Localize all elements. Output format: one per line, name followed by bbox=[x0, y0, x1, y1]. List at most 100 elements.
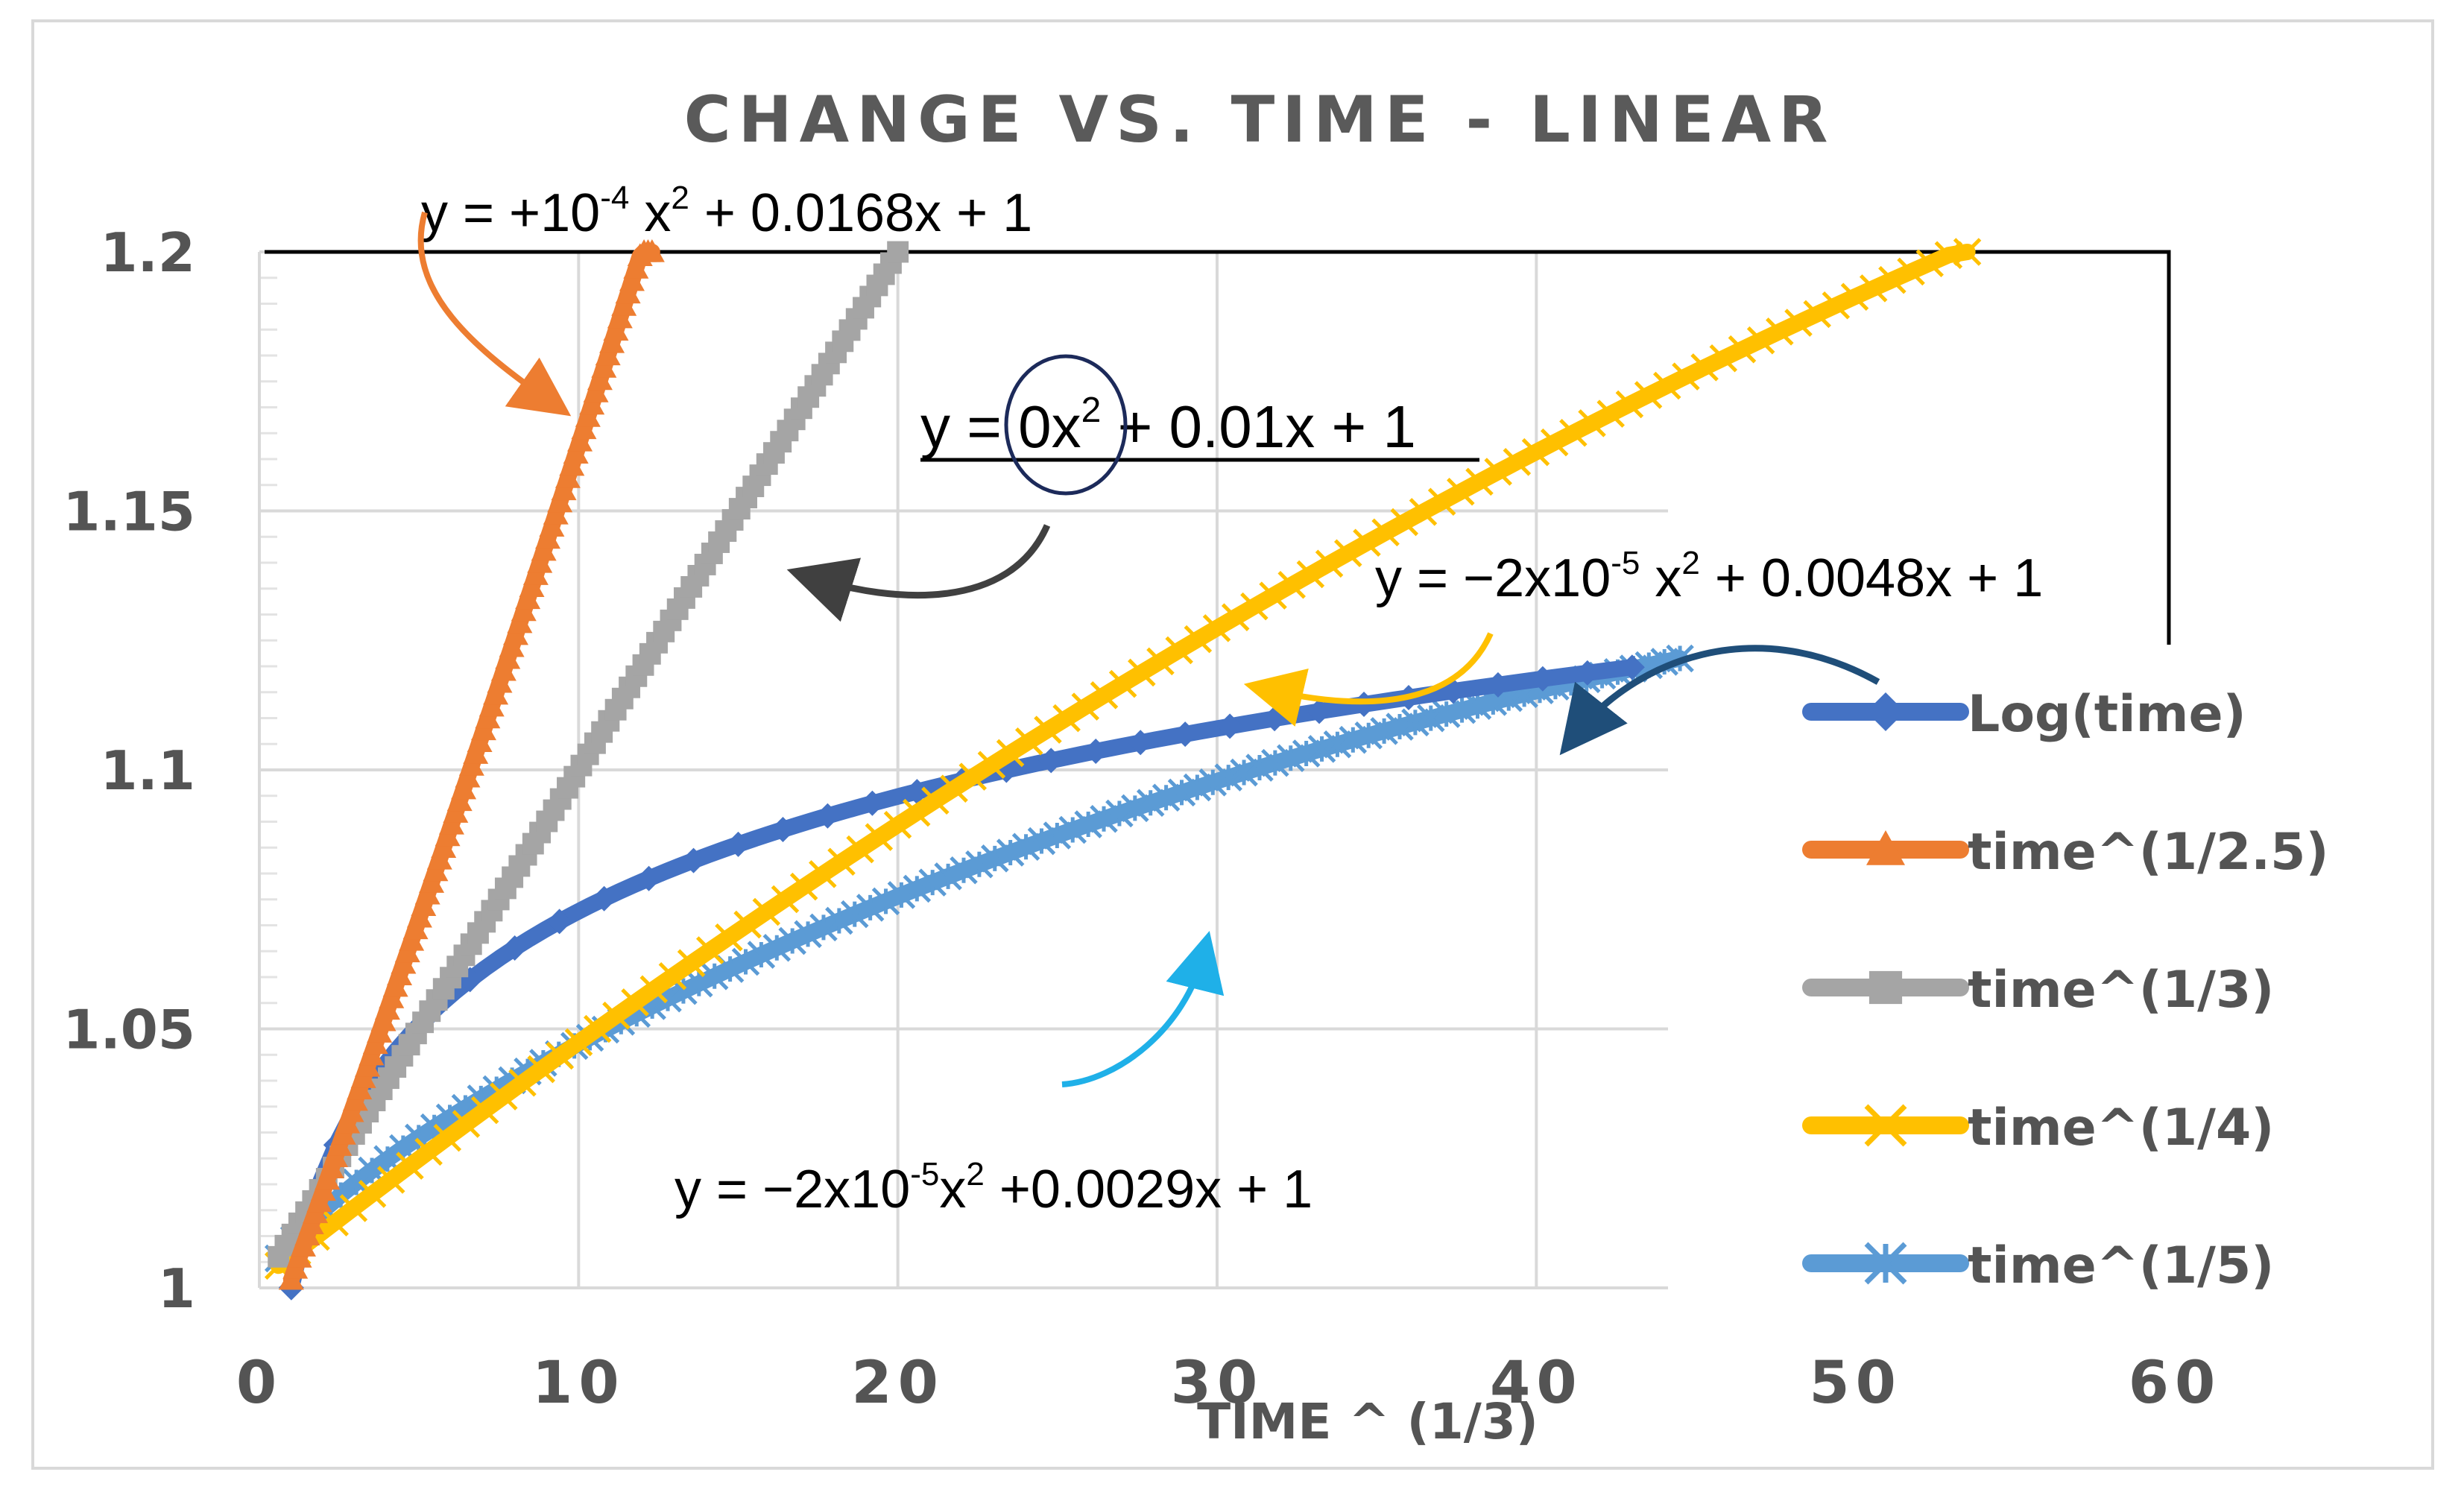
data-point bbox=[1746, 326, 1775, 355]
legend-marker bbox=[1866, 830, 1905, 865]
data-point bbox=[1427, 487, 1456, 516]
legend-item: time^(1/3) bbox=[1802, 961, 2274, 1020]
data-point bbox=[1307, 698, 1333, 724]
data-point bbox=[571, 416, 597, 440]
data-point bbox=[563, 440, 589, 464]
data-point bbox=[1371, 518, 1400, 547]
data-point bbox=[1784, 309, 1813, 337]
data-point bbox=[918, 868, 947, 897]
data-point bbox=[406, 904, 432, 928]
legend-item: time^(1/5) bbox=[1802, 1236, 2274, 1295]
data-point bbox=[1217, 713, 1243, 739]
data-point bbox=[1370, 717, 1398, 745]
data-point bbox=[1390, 508, 1419, 537]
data-point bbox=[1463, 692, 1492, 720]
data-point bbox=[685, 969, 713, 998]
data-point bbox=[435, 823, 461, 847]
data-point bbox=[1878, 265, 1907, 294]
data-point bbox=[1432, 700, 1461, 728]
data-point bbox=[320, 1208, 349, 1236]
data-point bbox=[583, 379, 609, 402]
data-point bbox=[840, 900, 869, 929]
data-point bbox=[619, 268, 645, 291]
legend-marker bbox=[1864, 1104, 1907, 1147]
data-point bbox=[1401, 708, 1430, 737]
legend: Log(time) time^(1/2.5) time^(1/3) time^(1/4… bbox=[1802, 685, 2329, 1295]
data-point bbox=[1052, 704, 1081, 733]
data-point bbox=[859, 790, 885, 816]
data-point bbox=[1214, 763, 1242, 792]
data-point bbox=[564, 1028, 593, 1057]
data-point bbox=[1409, 498, 1438, 526]
data-point bbox=[579, 391, 605, 415]
data-point bbox=[387, 962, 413, 985]
data-point bbox=[374, 996, 400, 1020]
data-point bbox=[546, 909, 572, 935]
data-point bbox=[1766, 317, 1794, 346]
data-point bbox=[846, 835, 874, 864]
data-point bbox=[883, 810, 912, 839]
data-point bbox=[559, 452, 585, 476]
data-point bbox=[1221, 603, 1250, 631]
data-point bbox=[871, 887, 900, 916]
eq-orange-base: y = +10 bbox=[421, 183, 600, 243]
eq-lightblue-mid: x bbox=[939, 1160, 966, 1219]
data-point bbox=[680, 847, 707, 873]
data-point bbox=[1503, 448, 1532, 476]
data-point bbox=[815, 803, 841, 829]
data-point bbox=[715, 923, 743, 952]
x-tick-label: 0 bbox=[236, 1350, 282, 1417]
svg-text:y = 0x2 + 0.01x + 1: y = 0x2 + 0.01x + 1 bbox=[920, 391, 1416, 460]
data-point bbox=[1230, 758, 1258, 787]
arrow-gray bbox=[786, 524, 1051, 622]
data-point bbox=[1083, 739, 1109, 765]
data-point bbox=[467, 729, 493, 753]
data-point bbox=[515, 586, 541, 610]
eq-gray-circle bbox=[1004, 354, 1128, 496]
data-point bbox=[591, 885, 617, 912]
data-point bbox=[370, 1008, 397, 1031]
data-point bbox=[1240, 592, 1269, 621]
data-point bbox=[1128, 658, 1156, 687]
data-point bbox=[470, 1096, 499, 1125]
data-point bbox=[575, 404, 601, 427]
data-point bbox=[1619, 654, 1645, 680]
data-point bbox=[1146, 647, 1175, 676]
eq-yellow-sup1: -5 bbox=[1611, 545, 1640, 581]
data-point bbox=[1167, 778, 1196, 807]
svg-text:y = +10-4 x2 + 0.0168x + 1: y = +10-4 x2 + 0.0168x + 1 bbox=[421, 180, 1032, 243]
data-point bbox=[539, 514, 565, 537]
data-point bbox=[1652, 371, 1681, 400]
data-point bbox=[1202, 614, 1231, 642]
data-point bbox=[511, 598, 537, 622]
data-point bbox=[1484, 458, 1512, 486]
data-point bbox=[543, 502, 569, 525]
data-point bbox=[887, 881, 916, 909]
data-point bbox=[733, 910, 762, 939]
data-point bbox=[1292, 739, 1321, 768]
legend-marker bbox=[1864, 1242, 1907, 1285]
data-point bbox=[827, 847, 856, 876]
data-point bbox=[478, 693, 505, 717]
data-point bbox=[495, 645, 521, 669]
data-point bbox=[1709, 344, 1738, 373]
data-point bbox=[695, 936, 724, 964]
data-point bbox=[1296, 560, 1325, 589]
eq-orange-sup2: 2 bbox=[671, 180, 689, 216]
data-point bbox=[602, 1001, 631, 1030]
data-point bbox=[1897, 257, 1925, 286]
data-point bbox=[394, 939, 420, 963]
data-point bbox=[1172, 721, 1198, 748]
data-point bbox=[1353, 528, 1381, 557]
data-point bbox=[1615, 390, 1644, 419]
data-point bbox=[1417, 704, 1445, 733]
data-point bbox=[677, 949, 706, 978]
data-point bbox=[981, 844, 1009, 873]
eq-lightblue-sup2: 2 bbox=[966, 1156, 984, 1192]
chart-border bbox=[31, 19, 2434, 1470]
legend-label: time^(1/5) bbox=[1968, 1236, 2274, 1295]
data-point bbox=[809, 913, 838, 942]
data-point bbox=[502, 935, 528, 961]
data-point bbox=[1277, 571, 1306, 599]
eq-lightblue-rest: +0.0029x + 1 bbox=[985, 1160, 1312, 1219]
